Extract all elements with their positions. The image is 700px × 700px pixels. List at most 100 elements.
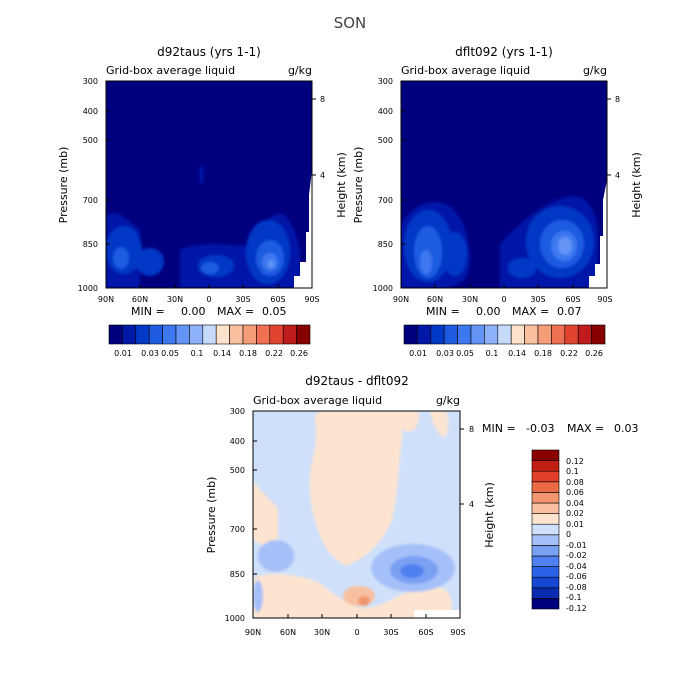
colorbar-label: 0.18 bbox=[239, 349, 257, 358]
colorbar-swatch bbox=[430, 324, 445, 345]
panel-bottom-contour-band bbox=[253, 573, 453, 618]
x-tick-label: 30S bbox=[235, 295, 250, 304]
y2-tick-label: 8 bbox=[615, 95, 620, 104]
x-tick-label: 60N bbox=[132, 295, 148, 304]
min-label: MIN = bbox=[482, 422, 516, 435]
colorbar-swatch bbox=[108, 324, 123, 345]
colorbar-swatch bbox=[148, 324, 163, 345]
colorbar-swatch bbox=[175, 324, 190, 345]
y-tick-label: 300 bbox=[230, 407, 245, 416]
panel-left-y2-label: Height (km) bbox=[335, 152, 348, 218]
colorbar-swatch bbox=[215, 324, 230, 345]
panel-left-contour-band bbox=[113, 247, 129, 269]
y-tick-label: 1000 bbox=[225, 614, 245, 623]
x-tick-label: 60S bbox=[270, 295, 285, 304]
panel-right-colorbar: 0.01 0.03 0.05 0.1 0.14 0.18 0.22 0.26 bbox=[403, 324, 606, 358]
colorbar-label: 0.01 bbox=[409, 349, 427, 358]
panel-right-contour-band bbox=[443, 232, 467, 276]
panel-bottom-y2-label: Height (km) bbox=[483, 482, 496, 548]
panel-bottom-contour-band bbox=[358, 596, 370, 606]
colorbar-label: -0.02 bbox=[566, 551, 587, 560]
max-label: MAX = bbox=[512, 305, 549, 318]
colorbar-swatch bbox=[531, 566, 560, 578]
colorbar-swatch bbox=[591, 324, 606, 345]
panel-bottom-units: g/kg bbox=[436, 394, 460, 407]
colorbar-swatch bbox=[162, 324, 177, 345]
x-tick-label: 30N bbox=[167, 295, 183, 304]
colorbar-label: 0.26 bbox=[585, 349, 603, 358]
colorbar-swatch bbox=[122, 324, 137, 345]
min-label: MIN = bbox=[131, 305, 165, 318]
colorbar-swatch bbox=[229, 324, 244, 345]
colorbar-swatch bbox=[531, 545, 560, 557]
y-tick-label: 500 bbox=[378, 136, 393, 145]
y-tick-label: 500 bbox=[83, 136, 98, 145]
panel-bottom-contour-band bbox=[258, 540, 294, 572]
x-tick-label: 30S bbox=[383, 628, 398, 637]
panel-bottom-contour-band bbox=[253, 480, 278, 545]
colorbar-swatch bbox=[531, 449, 560, 461]
colorbar-swatch bbox=[531, 460, 560, 472]
x-tick-label: 60S bbox=[565, 295, 580, 304]
colorbar-swatch bbox=[531, 492, 560, 504]
colorbar-label: 0.12 bbox=[566, 457, 584, 466]
x-tick-label: 90S bbox=[597, 295, 612, 304]
panel-bottom-x-axis: 90N 60N 30N 0 30S 60S 90S bbox=[245, 614, 466, 637]
x-tick-label: 0 bbox=[501, 295, 506, 304]
colorbar-label: 0.05 bbox=[161, 349, 179, 358]
panel-bottom-title: d92taus - dflt092 bbox=[305, 374, 409, 388]
y-tick-label: 850 bbox=[378, 240, 393, 249]
panel-right: dflt092 (yrs 1-1) Grid-box average liqui… bbox=[352, 45, 643, 358]
colorbar-label: -0.12 bbox=[566, 604, 587, 613]
colorbar-swatch bbox=[282, 324, 297, 345]
colorbar-label: 0.01 bbox=[114, 349, 132, 358]
panel-left-subtitle: Grid-box average liquid bbox=[106, 64, 235, 77]
panel-right-y2-axis: 8 4 Height (km) bbox=[607, 95, 643, 218]
panel-left-contour-band bbox=[201, 262, 219, 274]
colorbar-label: 0.06 bbox=[566, 488, 584, 497]
panel-left-x-axis: 90N 60N 30N 0 30S 60S 90S bbox=[98, 284, 320, 304]
colorbar-label: -0.08 bbox=[566, 583, 587, 592]
x-tick-label: 0 bbox=[206, 295, 211, 304]
panel-left-colorbar: 0.01 0.03 0.05 0.1 0.14 0.18 0.22 0.26 bbox=[108, 324, 311, 358]
colorbar-swatch bbox=[531, 587, 560, 599]
panel-right-minmax: MIN = 0.00 MAX = 0.07 bbox=[426, 305, 582, 318]
panel-right-contour-band bbox=[558, 237, 572, 255]
colorbar-label: -0.1 bbox=[566, 593, 582, 602]
x-tick-label: 0 bbox=[354, 628, 359, 637]
panel-left-terrain-mask bbox=[294, 170, 312, 288]
colorbar-swatch bbox=[510, 324, 525, 345]
colorbar-swatch bbox=[189, 324, 204, 345]
x-tick-label: 90N bbox=[245, 628, 261, 637]
panel-bottom-colorbar: 0.12 0.1 0.08 0.06 0.04 0.02 0.01 0 -0.0… bbox=[531, 449, 587, 613]
colorbar-swatch bbox=[531, 576, 560, 589]
colorbar-swatch bbox=[564, 324, 579, 345]
y-tick-label: 700 bbox=[83, 196, 98, 205]
panel-bottom-terrain-mask bbox=[414, 610, 460, 618]
x-tick-label: 60S bbox=[418, 628, 433, 637]
min-label: MIN = bbox=[426, 305, 460, 318]
panel-left-y2-axis: 8 4 Height (km) bbox=[312, 95, 348, 218]
panel-right-subtitle: Grid-box average liquid bbox=[401, 64, 530, 77]
colorbar-label: 0.14 bbox=[508, 349, 526, 358]
colorbar-swatch bbox=[551, 324, 566, 345]
panel-bottom-subtitle: Grid-box average liquid bbox=[253, 394, 382, 407]
panel-right-y2-label: Height (km) bbox=[630, 152, 643, 218]
colorbar-label: 0.18 bbox=[534, 349, 552, 358]
y-tick-label: 850 bbox=[230, 570, 245, 579]
colorbar-swatch bbox=[470, 324, 485, 345]
y-tick-label: 300 bbox=[83, 77, 98, 86]
panel-left-title: d92taus (yrs 1-1) bbox=[157, 45, 261, 59]
x-tick-label: 60N bbox=[427, 295, 443, 304]
y2-tick-label: 4 bbox=[320, 171, 325, 180]
colorbar-swatch bbox=[135, 324, 150, 345]
colorbar-label: 0.14 bbox=[213, 349, 231, 358]
x-tick-label: 30S bbox=[530, 295, 545, 304]
panel-left-contour-band bbox=[199, 165, 204, 185]
colorbar-swatch bbox=[242, 324, 257, 345]
colorbar-label: 0.26 bbox=[290, 349, 308, 358]
panel-left-contours bbox=[106, 165, 300, 288]
y-tick-label: 400 bbox=[83, 107, 98, 116]
x-tick-label: 90N bbox=[98, 295, 114, 304]
x-tick-label: 60N bbox=[280, 628, 296, 637]
